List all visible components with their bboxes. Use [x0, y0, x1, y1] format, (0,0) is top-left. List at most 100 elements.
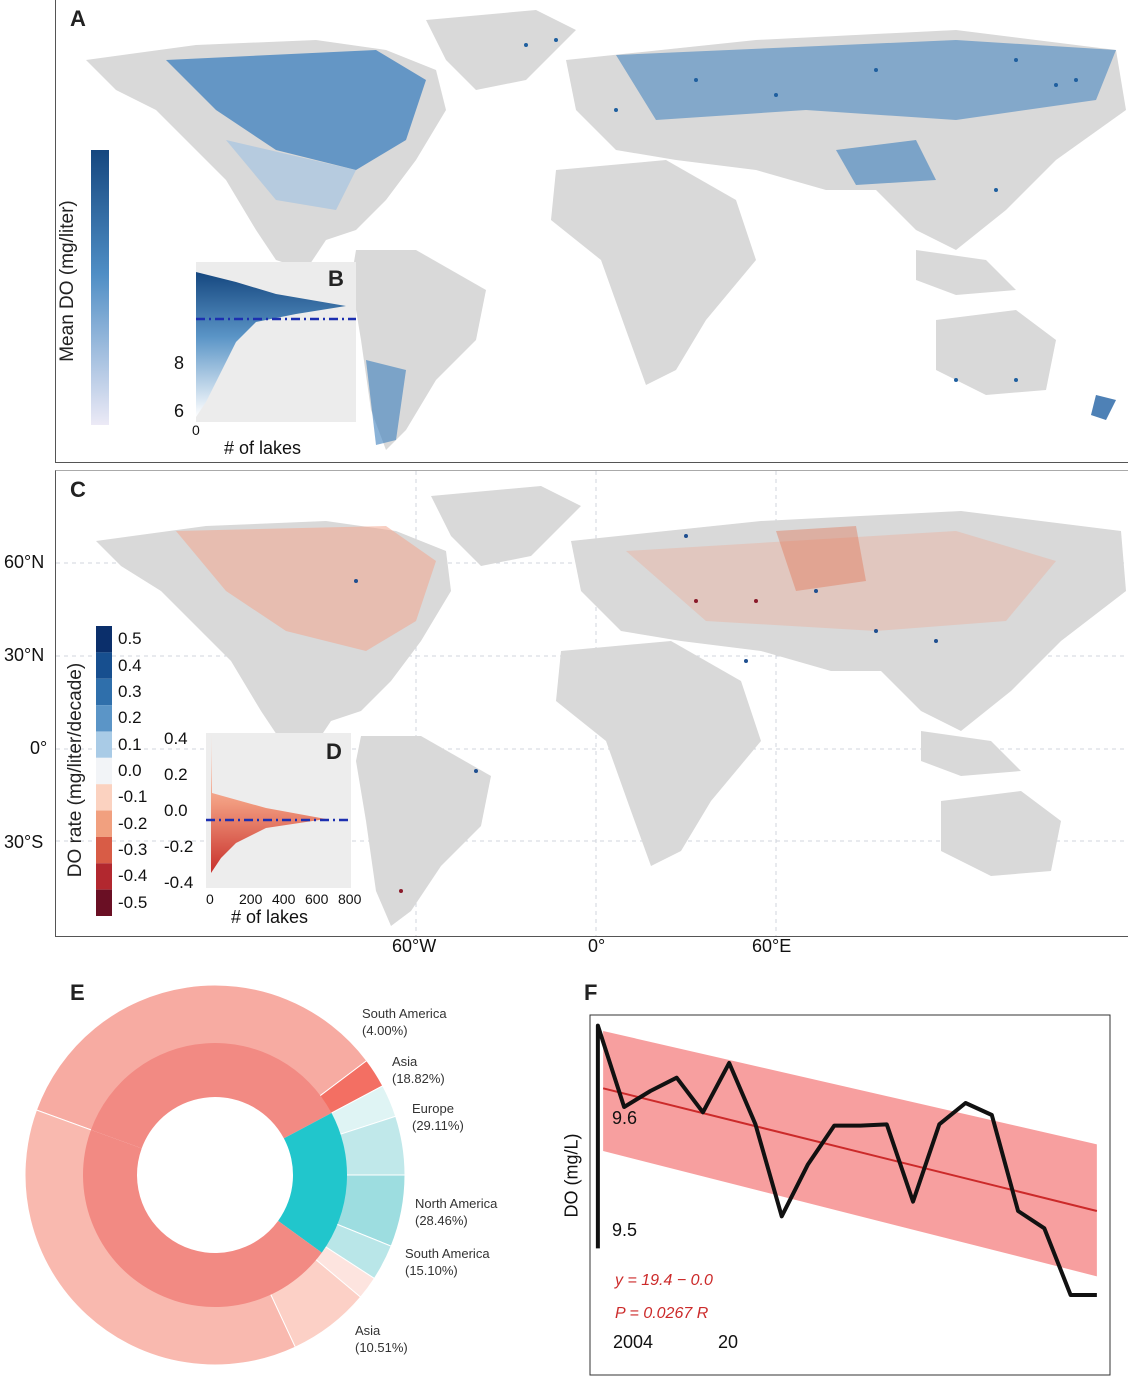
trend-confidence-band	[603, 1031, 1097, 1277]
inset-d-y-tick: 0.2	[164, 765, 188, 784]
sunburst-label-name: South America	[405, 1246, 490, 1261]
lake-dots-blue	[524, 38, 1078, 382]
colorbar-c-tick: 0.0	[118, 761, 142, 780]
inset-d-x-label: # of lakes	[231, 907, 309, 927]
inset-d-y-tick: 0.0	[164, 801, 188, 820]
inset-b-density	[196, 272, 346, 417]
sunburst-inner-slice	[90, 1043, 332, 1149]
label-c: C	[70, 477, 86, 502]
inset-d-x-tick: 400	[272, 891, 296, 907]
sunburst-label-value: (15.10%)	[405, 1263, 458, 1278]
greenland	[426, 10, 576, 90]
lat-30s: 30°S	[4, 832, 44, 852]
map-c-svg	[56, 471, 1128, 936]
lake-density-blue	[166, 40, 1116, 445]
label-b: B	[328, 266, 344, 291]
inset-d-x-tick: 800	[338, 891, 362, 907]
colorbar-c-tick: 0.1	[118, 734, 142, 754]
f-x-tick-20: 20	[718, 1332, 739, 1352]
f-y-tick-95: 9.5	[612, 1220, 638, 1240]
colorbar-c-cell	[96, 705, 112, 732]
colorbar-c-cell	[96, 626, 112, 653]
sunburst-label-value: (18.82%)	[392, 1071, 445, 1086]
panel-e: South America (4.00%) Asia (18.82%) Europe (2…	[0, 975, 560, 1385]
inset-b-x-label: # of lakes	[224, 438, 302, 458]
inset-d-x-tick: 600	[305, 891, 329, 907]
colorbar-c-cell	[96, 652, 112, 679]
colorbar-c-tick: 0.2	[118, 708, 142, 728]
colorbar-c-tick: -0.5	[118, 892, 148, 912]
colorbar-c-cell	[96, 810, 112, 837]
colorbar-c-cell	[96, 889, 112, 916]
sunburst-label-value: (10.51%)	[355, 1340, 408, 1355]
colorbar-c-tick: -0.4	[118, 866, 148, 886]
inset-d-y-tick: -0.2	[164, 837, 194, 856]
colorbar-c-tick: -0.1	[118, 787, 148, 807]
sunburst-label-value: (28.46%)	[415, 1213, 468, 1228]
colorbar-c-tick: 0.3	[118, 681, 142, 701]
colorbar-c-label: DO rate (mg/liter/decade)	[65, 662, 86, 878]
f-annotation-pvalue: P = 0.0267 R	[615, 1305, 709, 1322]
f-x-tick-2004: 2004	[613, 1332, 654, 1352]
colorbar-c-cell	[96, 757, 112, 785]
se-asia-islands	[916, 250, 1016, 295]
colorbar-c-tick: 0.5	[118, 629, 142, 649]
inset-b-x-tick: 0	[192, 422, 200, 438]
inset-d-y-tick: 0.4	[164, 729, 188, 748]
lon-60e: 60°E	[752, 936, 792, 956]
colorbar-c-cell	[96, 863, 112, 890]
colorbar-c-tick: -0.2	[118, 813, 148, 833]
lat-60n: 60°N	[4, 552, 45, 572]
sunburst-label: South America (4.00%)	[362, 1005, 447, 1039]
inset-d-x-tick: 0	[206, 891, 214, 907]
sunburst-label: Europe (29.11%)	[412, 1100, 464, 1134]
sunburst-inner-slice	[82, 1129, 322, 1307]
trend-series-line	[595, 1023, 1097, 1297]
australia	[936, 310, 1056, 395]
inset-d-x-tick: 200	[239, 891, 263, 907]
colorbar-c-cell	[96, 836, 112, 864]
rate-density-red	[176, 526, 1056, 651]
colorbar-a	[91, 150, 109, 425]
f-annotation-equation: y = 19.4 − 0.0	[615, 1272, 713, 1289]
lon-60w: 60°W	[392, 936, 437, 956]
sunburst-label-name: Asia	[392, 1054, 418, 1069]
panel-f: DO (mg/L) 9.6 9.5 2004 20 y = 19.4 − 0.0…	[520, 975, 1128, 1385]
sunburst-label-name: Europe	[412, 1101, 454, 1116]
label-a: A	[70, 6, 86, 31]
south-america	[351, 250, 486, 450]
colorbar-a-label: Mean DO (mg/liter)	[57, 200, 78, 362]
sunburst-inner-slice	[278, 1113, 347, 1253]
sunburst-label-name: South America	[362, 1006, 447, 1021]
sunburst-label: South America (15.10%)	[405, 1245, 490, 1279]
inset-b-tick-6: 6	[174, 401, 185, 421]
sunburst-label-value: (4.00%)	[362, 1023, 408, 1038]
map-a-svg	[86, 10, 1126, 450]
colorbar-c-tick: -0.3	[118, 840, 148, 860]
inset-d-y-tick: -0.4	[164, 873, 194, 892]
lat-30n: 30°N	[4, 645, 45, 665]
inset-d-histogram	[206, 733, 351, 888]
colorbar-c-cell	[96, 731, 112, 758]
inset-b-histogram	[196, 262, 356, 422]
colorbar-c-tick: 0.4	[118, 655, 142, 675]
trend-chart	[589, 1014, 1111, 1376]
inset-d-density	[211, 733, 326, 873]
label-e: E	[70, 980, 85, 1005]
trend-regression-line	[602, 1087, 1098, 1212]
lon-0: 0°	[588, 936, 606, 956]
f-y-tick-96: 9.6	[612, 1108, 638, 1128]
lat-0: 0°	[30, 738, 48, 758]
colorbar-c-cell	[96, 784, 112, 811]
sunburst-label: North America (28.46%)	[415, 1195, 497, 1229]
sunburst-label: Asia (10.51%)	[355, 1322, 408, 1356]
rate-dots	[354, 534, 938, 893]
sunburst-label-name: North America	[415, 1196, 498, 1211]
sunburst-chart	[24, 984, 406, 1366]
map-mean-do: Mean DO (mg/liter) B 8 6 0 # of lakes	[55, 0, 1128, 463]
africa	[551, 160, 756, 385]
colorbar-c	[96, 626, 112, 916]
map-do-rate: 0.5 0.4 0.3 0.2 0.1 0.0 -0.1 -0.2 -0.3 -0.4 -0.5 D…	[55, 470, 1128, 937]
sunburst-label-value: (29.11%)	[412, 1118, 464, 1133]
label-f: F	[584, 980, 598, 1005]
